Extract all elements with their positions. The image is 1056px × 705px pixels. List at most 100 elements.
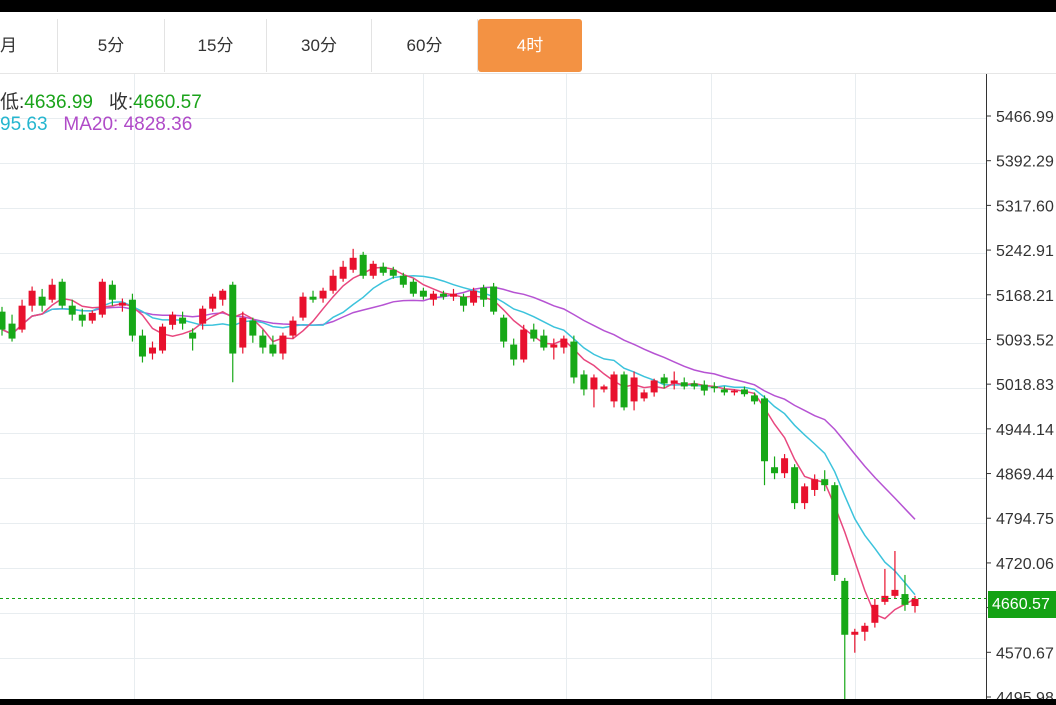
candle-body [530,329,538,339]
candle-body [821,479,829,486]
candle-body [309,296,317,300]
candle-body [359,254,367,276]
candle-body [861,625,869,632]
ma-info: 95.63 MA20: 4828.36 [0,114,192,136]
candle-body [148,347,156,354]
candle-body [841,580,849,635]
candle-body [831,485,839,575]
candle-body [600,386,608,390]
candle-body [329,275,337,291]
tab-month[interactable]: 月 [0,19,58,72]
ma10-value: 95.63 [0,114,48,135]
candle-body [399,275,407,285]
candle-body [630,377,638,402]
candle-body [259,335,267,348]
candle-body [460,296,468,306]
candle-body [901,594,909,605]
candle-body [650,380,658,393]
candle-body [720,389,728,393]
ma10-series [1,275,916,596]
ma5-series [1,266,916,620]
tab-5min[interactable]: 5分 [58,19,165,72]
period-tabs: 月 5分 15分 30分 60分 4时 [0,19,1056,72]
candle-body [369,263,377,276]
tab-30min[interactable]: 30分 [267,19,372,72]
candle-body [38,296,46,306]
candle-body [108,284,116,300]
tab-4hour[interactable]: 4时 [478,19,582,72]
candle-body [710,386,718,389]
low-value: 4636.99 [24,92,93,113]
candle-body [169,314,177,325]
chart-grid [0,74,986,699]
candle-body [449,293,457,297]
candle-body [771,467,779,474]
candle-body [610,374,618,402]
candle-body [761,398,769,462]
candle-body [911,598,919,607]
low-label: 低: [0,92,25,113]
y-tick-label: 4944.14 [996,422,1054,439]
candle-body [58,281,66,306]
candle-body [179,317,187,324]
candle-body [439,293,447,297]
candle-body [540,335,548,348]
candle-body [88,312,96,321]
candle-body [68,305,76,315]
candle-body [48,284,56,300]
candle-body [249,320,257,336]
candle-body [98,281,106,315]
candle-body [750,395,758,402]
candle-body [570,341,578,378]
bottom-border [0,699,1056,705]
candle-body [8,323,16,339]
y-tick-label: 5168.21 [996,288,1054,305]
candle-body [229,284,237,354]
candle-body [349,257,357,270]
candle-body [319,290,327,299]
candle-body [429,293,437,300]
candle-body [199,308,207,324]
ohlc-info: 低:4636.99 收:4660.57 [0,87,202,114]
candle-body [690,383,698,387]
candle-body [128,299,136,336]
candle-body [871,604,879,623]
candle-body [78,314,86,321]
candle-body [299,296,307,318]
candle-body [470,290,478,303]
y-tick-label: 5242.91 [996,243,1054,260]
candle-body [409,281,417,294]
candle-body [159,326,167,351]
candle-body [510,344,518,360]
candle-body [28,290,36,306]
candle-body [189,332,197,339]
candle-body [118,302,126,306]
ma5-line [1,266,916,620]
tab-15min[interactable]: 15分 [165,19,267,72]
y-tick-label: 5466.99 [996,109,1054,126]
candle-body [640,392,648,399]
ma20-series [1,286,916,520]
candle-body [0,311,6,330]
tab-60min[interactable]: 60分 [372,19,478,72]
y-tick-label: 4869.44 [996,467,1054,484]
candle-body [500,317,508,342]
candle-body [138,335,146,357]
candle-body [550,344,558,348]
candle-body [339,266,347,279]
close-label: 收: [108,92,134,113]
y-axis-ticks: 5466.99 5392.29 5317.60 5242.91 5168.21 5093.… [986,109,1054,705]
y-tick-label: 5018.83 [996,377,1054,394]
candle-body [660,377,668,384]
y-tick-label: 4570.67 [996,645,1054,662]
candle-body [801,486,809,504]
top-border [0,0,1056,12]
candle-body [219,290,227,300]
candle-body [851,631,859,635]
candle-body [419,290,427,297]
candle-body [891,589,899,596]
candle-body [239,317,247,348]
current-price-tag: 4660.57 [988,591,1056,618]
candle-body [560,338,568,348]
